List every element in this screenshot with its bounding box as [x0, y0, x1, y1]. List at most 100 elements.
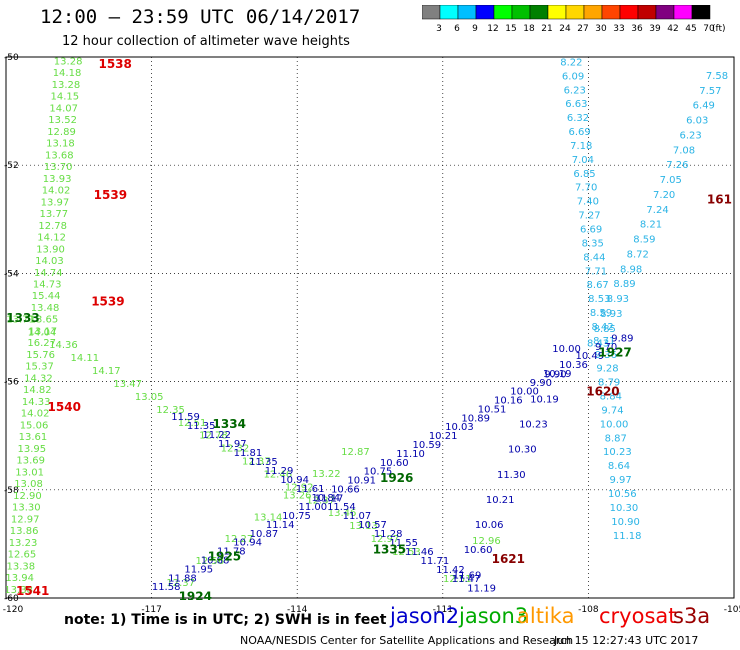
- wave-height-value: 10.19: [543, 369, 572, 380]
- latitude-tick-label: -56: [4, 378, 19, 388]
- wave-height-value: 13.69: [16, 456, 45, 467]
- wave-height-value: 11.17: [315, 493, 344, 504]
- wave-height-value: 12.65: [8, 550, 37, 561]
- longitude-tick-label: -108: [578, 605, 599, 615]
- pass-number-label: 1541: [16, 584, 49, 598]
- wave-height-value: 15.76: [26, 350, 55, 361]
- wave-height-value: 8.35: [582, 238, 604, 249]
- wave-height-value: 13.52: [48, 115, 77, 126]
- wave-height-value: 11.59: [171, 412, 200, 423]
- wave-height-value: 13.90: [36, 244, 65, 255]
- wave-height-value: 10.75: [364, 467, 393, 478]
- wave-height-value: 8.59: [590, 308, 612, 319]
- wave-height-value: 15.37: [25, 362, 54, 373]
- wave-height-value: 10.00: [510, 387, 539, 398]
- color-scale-label: 36: [631, 24, 643, 34]
- wave-height-value: 11.18: [613, 531, 642, 542]
- wave-height-value: 12.56: [196, 556, 225, 567]
- wave-height-value: 9.36: [595, 350, 617, 361]
- pass-number-label: 1538: [98, 57, 131, 71]
- wave-height-value: 13.01: [15, 467, 44, 478]
- wave-height-value: 11.00: [298, 502, 327, 513]
- wave-height-value: 10.75: [282, 511, 311, 522]
- pass-number-label: 1539: [94, 188, 127, 202]
- wave-height-value: 11.28: [374, 529, 403, 540]
- wave-height-value: 8.42: [591, 322, 613, 333]
- wave-height-value: 10.23: [519, 420, 548, 431]
- wave-height-value: 9.90: [544, 369, 566, 380]
- pass-number-label: 1924: [179, 589, 212, 603]
- wave-height-value: 11.47: [452, 574, 481, 585]
- wave-height-value: 12.92: [285, 482, 314, 493]
- wave-height-value: 10.00: [552, 344, 581, 355]
- wave-height-value: 10.91: [347, 476, 376, 487]
- wave-height-value: 10.21: [429, 431, 458, 442]
- wave-height-value: 11.97: [218, 439, 247, 450]
- wave-height-value: 11.54: [327, 502, 356, 513]
- pass-number-label: 161: [707, 192, 732, 206]
- color-scale-label: 42: [667, 24, 678, 34]
- wave-height-value: 14.02: [42, 186, 71, 197]
- wave-height-value: 14.17: [92, 366, 121, 377]
- wave-height-value: 7.27: [578, 211, 600, 222]
- wave-height-value: 14.36: [49, 340, 78, 351]
- wave-height-value: 11.35: [187, 421, 216, 432]
- wave-height-value: 13.28: [52, 80, 81, 91]
- wave-height-value: 10.60: [464, 545, 493, 556]
- wave-height-value: 11.19: [467, 583, 496, 594]
- wave-height-value: 13.61: [19, 432, 48, 443]
- legend-cryosat: cryosat: [599, 604, 677, 628]
- wave-height-value: 10.06: [475, 520, 504, 531]
- wave-height-value: 11.35: [249, 457, 278, 468]
- wave-height-value: 9.28: [596, 364, 618, 375]
- footer-note: note: 1) Time is in UTC; 2) SWH is in fe…: [64, 612, 387, 628]
- wave-height-value: 12.37: [166, 578, 195, 589]
- wave-height-value: 13.77: [40, 209, 69, 220]
- pass-number-label: 1926: [380, 471, 413, 485]
- longitude-tick-label: -114: [287, 605, 308, 615]
- wave-height-value: 8.72: [627, 249, 649, 260]
- wave-height-value: 8.59: [633, 235, 655, 246]
- color-scale-label: 39: [649, 24, 661, 34]
- wave-height-value: 9.97: [610, 475, 632, 486]
- wave-height-value: 6.69: [568, 127, 590, 138]
- wave-height-value: 13.23: [9, 538, 38, 549]
- wave-height-value: 10.89: [461, 413, 490, 424]
- wave-height-value: 12.27: [225, 534, 254, 545]
- wave-height-value: 12.53: [392, 547, 421, 558]
- wave-height-value: 13.47: [113, 379, 142, 390]
- wave-height-value: 14.15: [51, 92, 80, 103]
- color-scale-label: 15: [505, 24, 516, 34]
- color-scale-label: 9: [472, 24, 478, 34]
- wave-height-value: 13.86: [10, 526, 39, 537]
- pass-number-label: 1334: [213, 417, 246, 431]
- wave-height-value: 13.46: [328, 508, 357, 519]
- pass-number-label: 1539: [91, 295, 124, 309]
- wave-height-value: 12.37: [306, 495, 335, 506]
- wave-height-value: 10.30: [508, 445, 537, 456]
- wave-height-value: 11.78: [217, 547, 246, 558]
- credit-text: NOAA/NESDIS Center for Satellite Applica…: [240, 634, 574, 647]
- wave-height-value: 15.06: [20, 420, 49, 431]
- legend-jason3: jason3: [459, 604, 529, 628]
- wave-height-value: 11.14: [266, 520, 295, 531]
- wave-height-value: 12.97: [371, 534, 400, 545]
- wave-height-value: 10.00: [600, 419, 629, 430]
- longitude-tick-label: -105: [724, 605, 740, 615]
- wave-height-value: 6.49: [693, 101, 715, 112]
- wave-height-value: 8.53: [588, 294, 610, 305]
- pass-number-label: 1621: [492, 552, 525, 566]
- color-scale-label: 6: [454, 24, 460, 34]
- wave-height-value: 13.22: [312, 469, 341, 480]
- wave-height-value: 7.04: [572, 155, 594, 166]
- wave-height-value: 12.32: [221, 444, 250, 455]
- color-scale-label: 12: [487, 24, 498, 34]
- color-scale-label: 30: [595, 24, 607, 34]
- wave-height-value: 13.08: [14, 479, 43, 490]
- wave-height-value: 14.11: [71, 353, 100, 364]
- wave-height-value: 10.19: [530, 394, 559, 405]
- wave-height-value: 11.95: [184, 564, 213, 575]
- map-title: 12:00 — 23:59 UTC 06/14/2017: [40, 6, 361, 28]
- wave-height-value: 12.46: [263, 469, 292, 480]
